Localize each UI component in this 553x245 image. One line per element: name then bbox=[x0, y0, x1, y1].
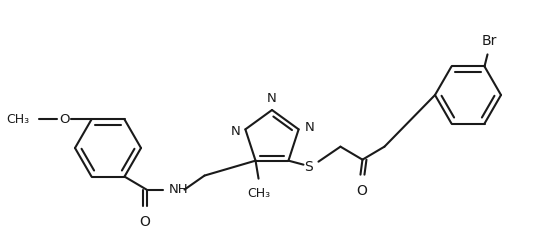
Text: Br: Br bbox=[482, 34, 497, 49]
Text: O: O bbox=[139, 215, 150, 229]
Text: S: S bbox=[304, 160, 313, 174]
Text: N: N bbox=[305, 121, 314, 134]
Text: N: N bbox=[231, 125, 241, 138]
Text: CH₃: CH₃ bbox=[7, 113, 29, 126]
Text: O: O bbox=[356, 184, 367, 198]
Text: CH₃: CH₃ bbox=[247, 187, 270, 200]
Text: N: N bbox=[267, 92, 277, 105]
Text: NH: NH bbox=[169, 183, 188, 196]
Text: O: O bbox=[59, 113, 70, 126]
